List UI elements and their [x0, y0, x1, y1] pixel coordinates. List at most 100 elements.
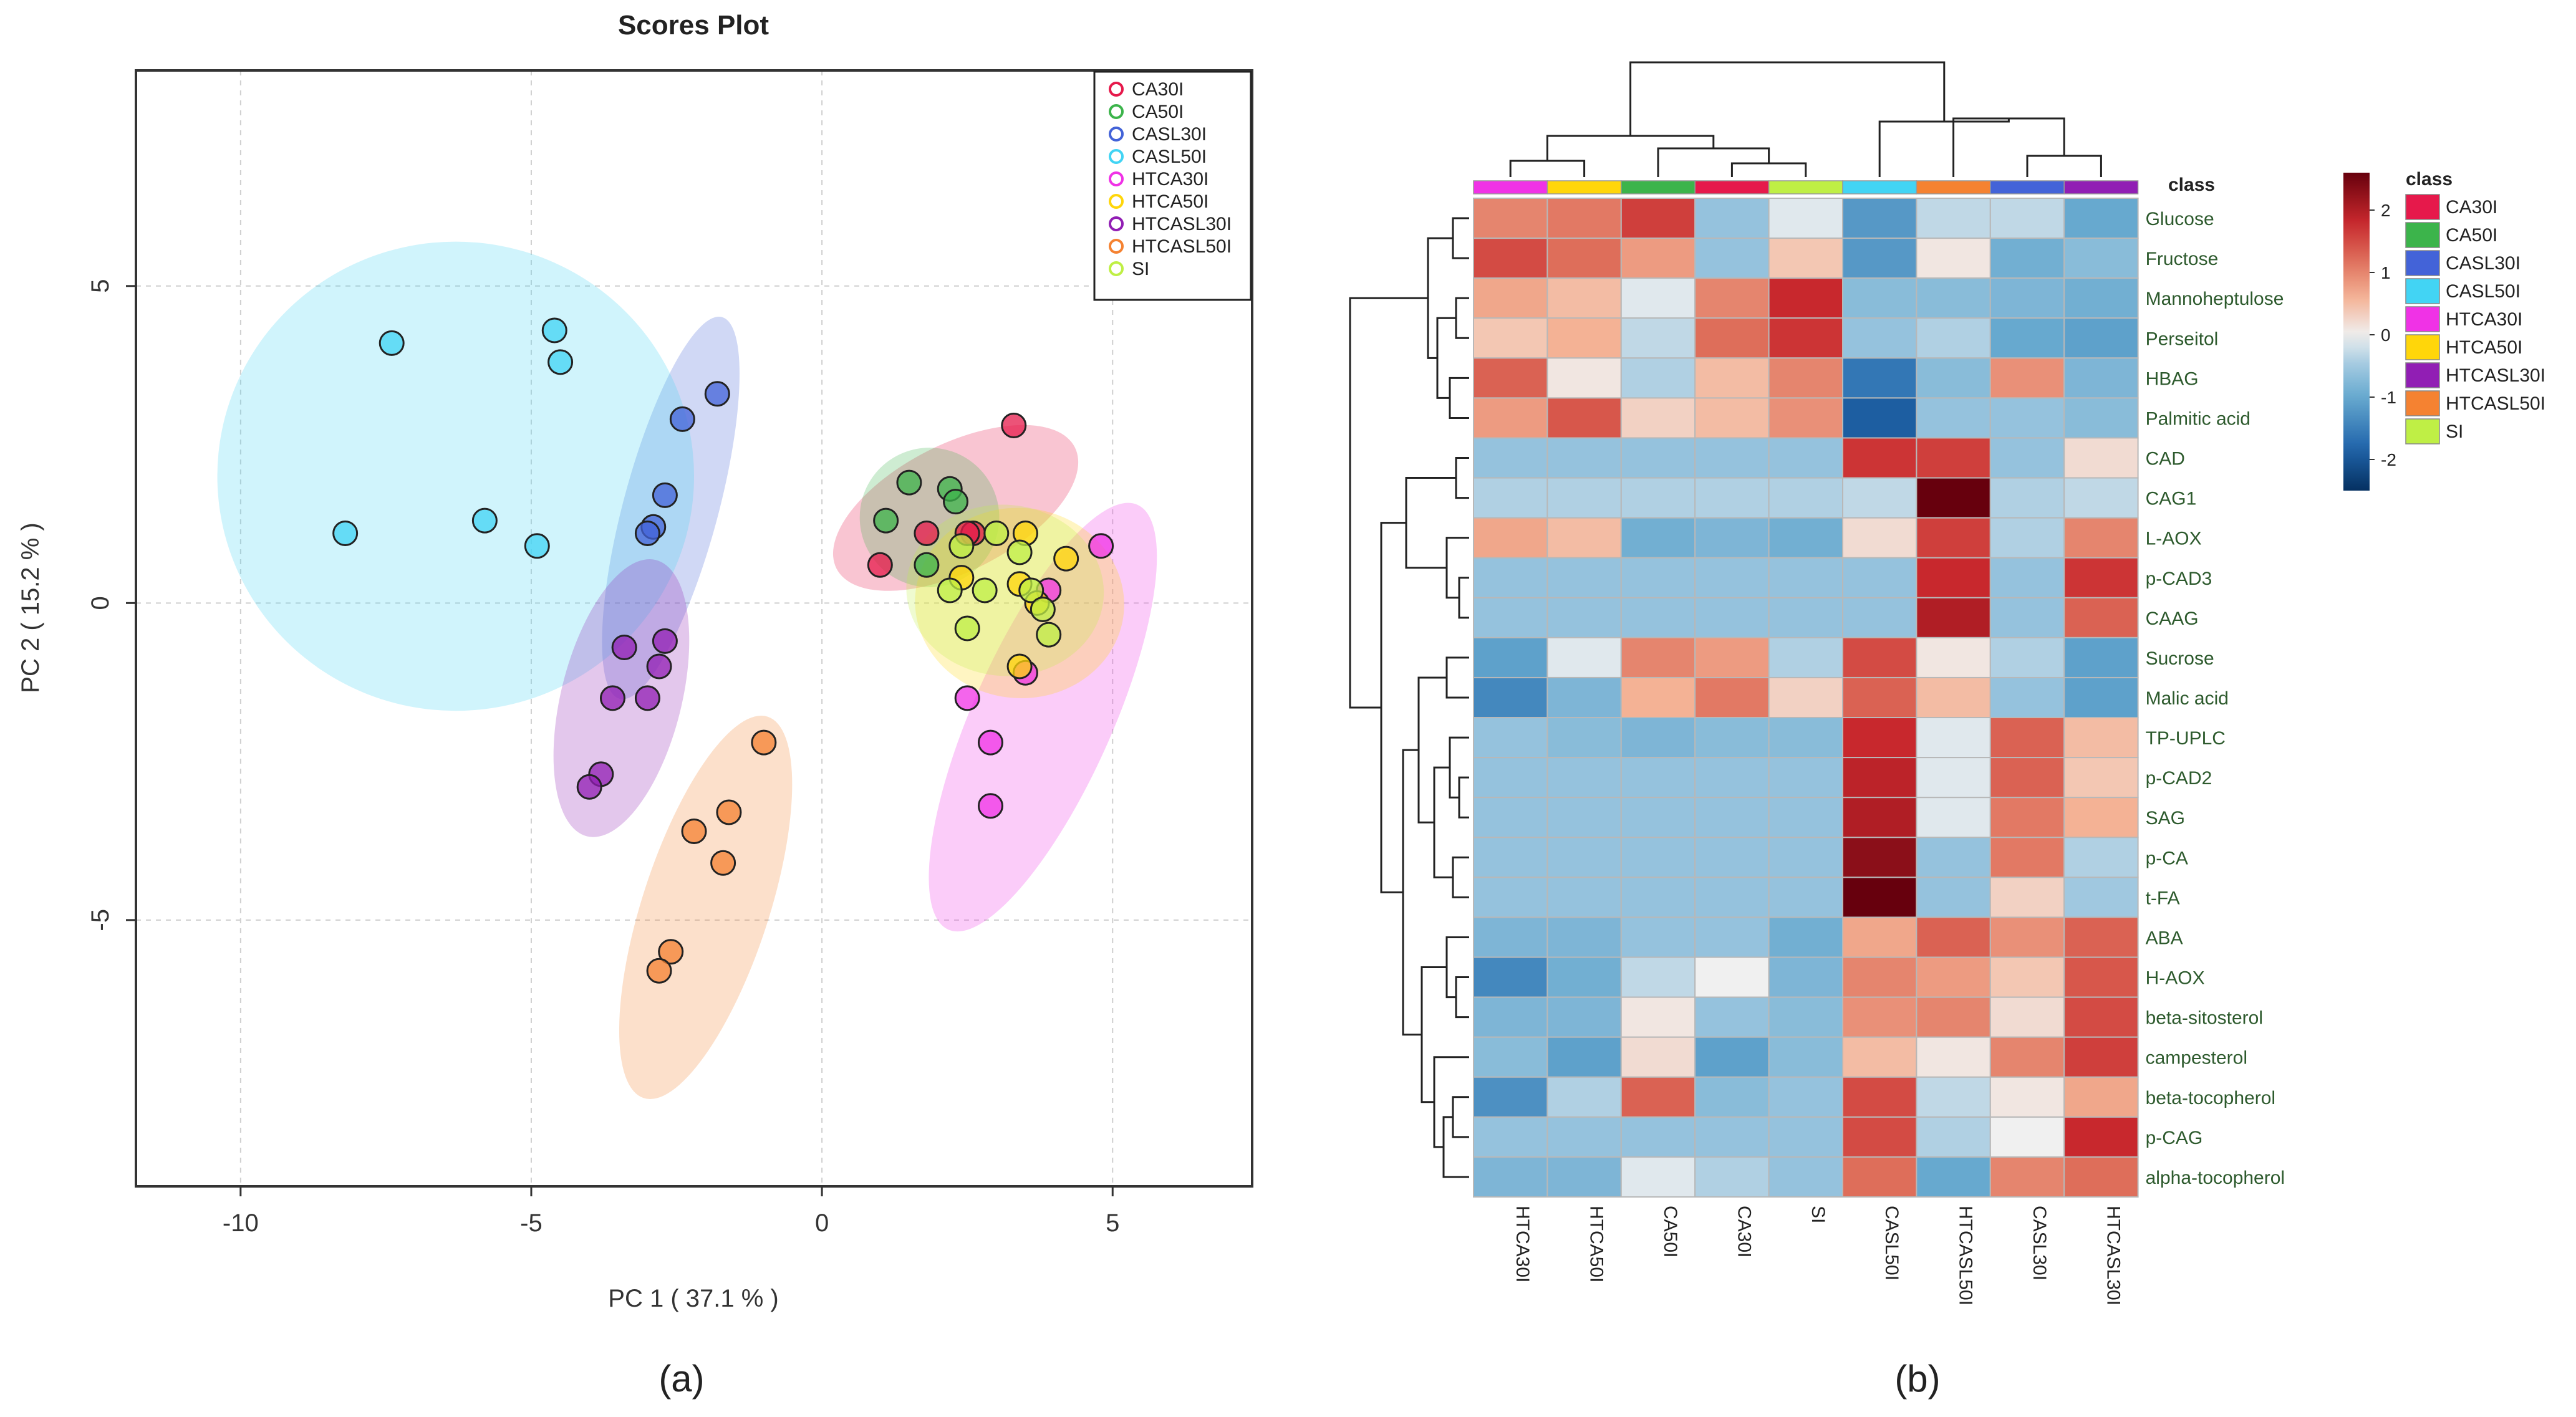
heatmap-cell — [1989, 277, 2065, 319]
heatmap-cell — [1473, 277, 1548, 319]
legend-marker-htca30i — [1109, 171, 1124, 186]
heatmap-class-legend: CA30I CA50I CASL30I CASL50I HTCA30I HTCA50I HT… — [2405, 194, 2545, 444]
heatmap-cell — [1916, 437, 1991, 479]
row-label: alpha-tocopherol — [2146, 1168, 2285, 1188]
dendrogram-branch — [2026, 155, 2102, 177]
row-label: beta-tocopherol — [2146, 1088, 2275, 1108]
heatmap-cell — [1916, 996, 1991, 1038]
ellipse-htcasl50i — [619, 715, 793, 1100]
heatmap-cell — [1694, 198, 1770, 239]
dendrogram-branch — [1458, 776, 1469, 819]
point-casl30i — [634, 520, 660, 546]
heatmap-cell — [1473, 837, 1548, 878]
point-htcasl50i — [710, 850, 736, 876]
heatmap-cell — [1694, 676, 1770, 719]
heatmap-cell — [1694, 397, 1770, 439]
scores-plot-frame — [135, 69, 1253, 1188]
heatmap-cell — [1842, 1076, 1918, 1118]
row-label: Perseitol — [2146, 329, 2219, 349]
heatmap-cell — [1768, 837, 1844, 878]
heatmap-cell — [1916, 797, 1991, 838]
heatmap-cell — [1473, 597, 1548, 638]
row-label: CAAG — [2146, 608, 2199, 629]
heatmap-cell — [1620, 198, 1696, 239]
panel-a-caption: (a) — [658, 1358, 704, 1400]
legend-label-ca30i: CA30I — [1132, 79, 1184, 100]
scores-plot-panel: Scores Plot -10 -5 0 550-5 PC 1 ( 37.1 % ) … — [17, 10, 1253, 1400]
heatmap-cell — [1473, 437, 1548, 479]
heatmap-cell — [1546, 317, 1622, 359]
point-htcasl30i — [652, 628, 678, 654]
heatmap-cell — [1768, 1076, 1844, 1118]
class-legend-swatch-htcasl30i — [2405, 362, 2440, 388]
point-casl50i — [541, 317, 567, 343]
heatmap-cell — [2063, 357, 2139, 399]
heatmap-cell — [1842, 597, 1918, 638]
colorbar-tick-label: 0 — [2381, 325, 2391, 345]
class-legend-label-htca50i: HTCA50I — [2446, 337, 2522, 358]
legend-marker-casl50i — [1109, 149, 1124, 164]
point-casl50i — [524, 533, 550, 559]
heatmap-cell — [1620, 1076, 1696, 1118]
ellipse-casl30i — [602, 316, 740, 699]
heatmap-cell — [1694, 557, 1770, 598]
heatmap-cell — [1546, 597, 1622, 638]
heatmap-cell — [1546, 437, 1622, 479]
point-casl30i — [704, 381, 730, 407]
dendrogram-branch — [1417, 676, 1447, 824]
heatmap-cell — [2063, 557, 2139, 598]
heatmap-cell — [1473, 717, 1548, 759]
class-bar-htcasl50i — [1916, 180, 1991, 195]
heatmap-cell — [1694, 357, 1770, 399]
heatmap-cell — [1620, 437, 1696, 479]
column-label: HTCASL30I — [2103, 1206, 2123, 1305]
heatmap-cell — [1989, 437, 2065, 479]
class-legend-swatch-ca50i — [2405, 222, 2440, 248]
heatmap-cell — [1768, 1036, 1844, 1078]
point-ca30i — [867, 552, 893, 578]
y-tick-label: -5 — [87, 909, 114, 931]
point-htcasl50i — [751, 729, 777, 756]
heatmap-cell — [1989, 1036, 2065, 1078]
heatmap-cell — [1989, 1116, 2065, 1158]
heatmap-cell — [1916, 557, 1991, 598]
heatmap-cell — [1989, 317, 2065, 359]
heatmap-cell — [1768, 676, 1844, 719]
heatmap-cell — [1694, 1116, 1770, 1158]
heatmap-cell — [1694, 996, 1770, 1038]
heatmap-cell — [1916, 757, 1991, 799]
colorbar-gradient — [2343, 173, 2370, 491]
heatmap-cell — [1916, 517, 1991, 559]
heatmap-cell — [1989, 198, 2065, 239]
heatmap-cell — [1916, 397, 1991, 439]
heatmap-cell — [1916, 837, 1991, 878]
heatmap-cell — [1694, 277, 1770, 319]
heatmap-cell — [1620, 517, 1696, 559]
point-casl50i — [379, 330, 405, 356]
heatmap-cell — [1473, 636, 1548, 678]
class-legend-swatch-casl30i — [2405, 250, 2440, 276]
dendrogram-branch — [1458, 577, 1469, 619]
heatmap-cell — [1620, 717, 1696, 759]
heatmap-cell — [1989, 1156, 2065, 1198]
heatmap-cell — [1620, 757, 1696, 799]
heatmap-cell — [1694, 477, 1770, 519]
heatmap-cell — [1620, 996, 1696, 1038]
point-htcasl30i — [634, 685, 660, 711]
heatmap-cell — [2063, 636, 2139, 678]
point-htcasl50i — [681, 818, 707, 844]
heatmap-cell — [1916, 717, 1991, 759]
point-si — [1030, 596, 1056, 622]
point-casl50i — [332, 520, 359, 546]
heatmap-cell — [1473, 517, 1548, 559]
heatmap-cell — [1473, 877, 1548, 918]
legend-label-casl50i: CASL50I — [1132, 147, 1207, 167]
point-ca30i — [914, 520, 940, 546]
heatmap-cell — [1768, 717, 1844, 759]
heatmap-cell — [1989, 757, 2065, 799]
legend-label-htca30i: HTCA30I — [1132, 169, 1208, 190]
heatmap-dendrograms — [1349, 61, 2102, 1178]
dendrogram-branch — [1442, 1116, 1469, 1178]
dendrogram-branch — [1509, 160, 1586, 177]
dendrogram-branch — [1452, 1096, 1469, 1138]
